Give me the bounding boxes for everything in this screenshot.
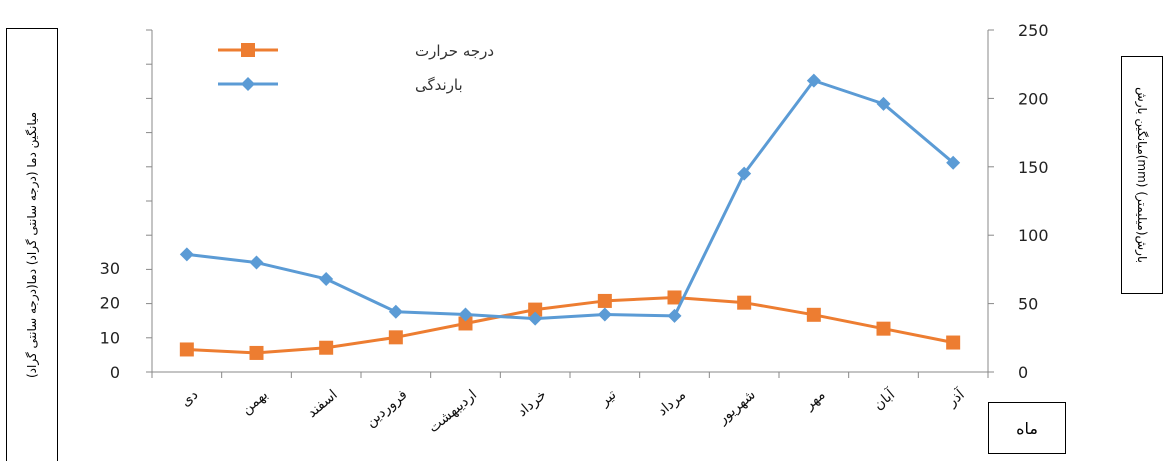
- series-2-point: [876, 96, 891, 111]
- right-axis-tick-label: 100: [1018, 226, 1049, 245]
- series-2-point: [737, 166, 752, 181]
- x-axis: دی بهمن اسفند فروردین اردیبهشت خرداد تیر مرداد ش…: [151, 371, 989, 436]
- series-line-1: [186, 295, 954, 355]
- series-line-2: [186, 79, 955, 321]
- series-1-point: [388, 330, 403, 345]
- series-2-point: [806, 73, 821, 88]
- right-axis-title: میانگین بارش(mm) بارش(میلیمتر): [1135, 87, 1149, 263]
- left-axis-title: میانگین دما (درجه سانتی گراد) دما(درجه س…: [25, 111, 39, 379]
- series-2-point: [319, 271, 334, 286]
- right-axis-tick-label: 250: [1018, 21, 1049, 40]
- x-axis-category-label: خرداد: [514, 387, 549, 420]
- right-axis-tick-label: 0: [1018, 363, 1028, 382]
- legend: درجه حرارت بارندگی: [218, 42, 494, 94]
- legend-marker-2: [241, 77, 255, 91]
- left-axis-tick-label: 10: [100, 328, 120, 347]
- series-1-point: [667, 290, 682, 305]
- right-axis-tick-label: 200: [1018, 89, 1049, 108]
- series-2-point: [249, 255, 264, 270]
- x-axis-category-label: شهریور: [714, 387, 759, 428]
- left-axis-tick-label: 20: [100, 294, 120, 313]
- left-axis: 0 10 20 30: [100, 29, 153, 382]
- x-axis-category-label: تیر: [596, 387, 619, 410]
- right-axis-tick-label: 50: [1018, 295, 1038, 314]
- x-axis-category-label: آبان: [870, 385, 899, 413]
- right-axis-tick-label: 150: [1018, 158, 1049, 177]
- series-1-point: [319, 340, 334, 355]
- series-2-point: [458, 307, 473, 322]
- left-axis-title-box: میانگین دما (درجه سانتی گراد) دما(درجه س…: [6, 28, 58, 461]
- series-2-point: [388, 304, 403, 319]
- series-2-point: [667, 308, 682, 323]
- series-1-point: [179, 342, 194, 357]
- left-axis-tick-label: 0: [110, 363, 120, 382]
- series-1-point: [528, 302, 543, 317]
- series-1-point: [876, 321, 891, 336]
- x-axis-category-label: فروردین: [363, 387, 411, 431]
- x-axis-category-label: مهر: [801, 387, 829, 414]
- right-axis-title-box: میانگین بارش(mm) بارش(میلیمتر): [1121, 56, 1163, 294]
- right-axis: 0 50 100 150 200 250: [987, 21, 1049, 382]
- series-1-point: [458, 316, 473, 331]
- series-2-point: [597, 307, 612, 322]
- series-1-point: [737, 295, 752, 310]
- left-axis-tick-label: 30: [100, 259, 120, 278]
- series-2-point: [528, 311, 543, 326]
- x-axis-title: ماه: [988, 402, 1066, 454]
- series-1-point: [249, 345, 264, 360]
- series-2-point: [179, 247, 194, 262]
- x-axis-category-label: اردیبهشت: [426, 387, 480, 436]
- series-1-point: [597, 293, 612, 308]
- legend-label-1: درجه حرارت: [415, 42, 494, 60]
- x-axis-category-label: بهمن: [238, 387, 271, 418]
- legend-label-2: بارندگی: [415, 76, 463, 94]
- legend-marker-1: [241, 43, 255, 57]
- x-axis-category-label: آذر: [943, 385, 968, 410]
- series-layer: [179, 73, 961, 360]
- x-axis-category-label: مرداد: [655, 387, 689, 420]
- series-1-point: [946, 335, 961, 350]
- x-axis-category-label: دی: [178, 387, 201, 410]
- series-1-point: [806, 307, 821, 322]
- series-2-point: [946, 155, 961, 170]
- x-axis-category-label: اسفند: [304, 387, 341, 421]
